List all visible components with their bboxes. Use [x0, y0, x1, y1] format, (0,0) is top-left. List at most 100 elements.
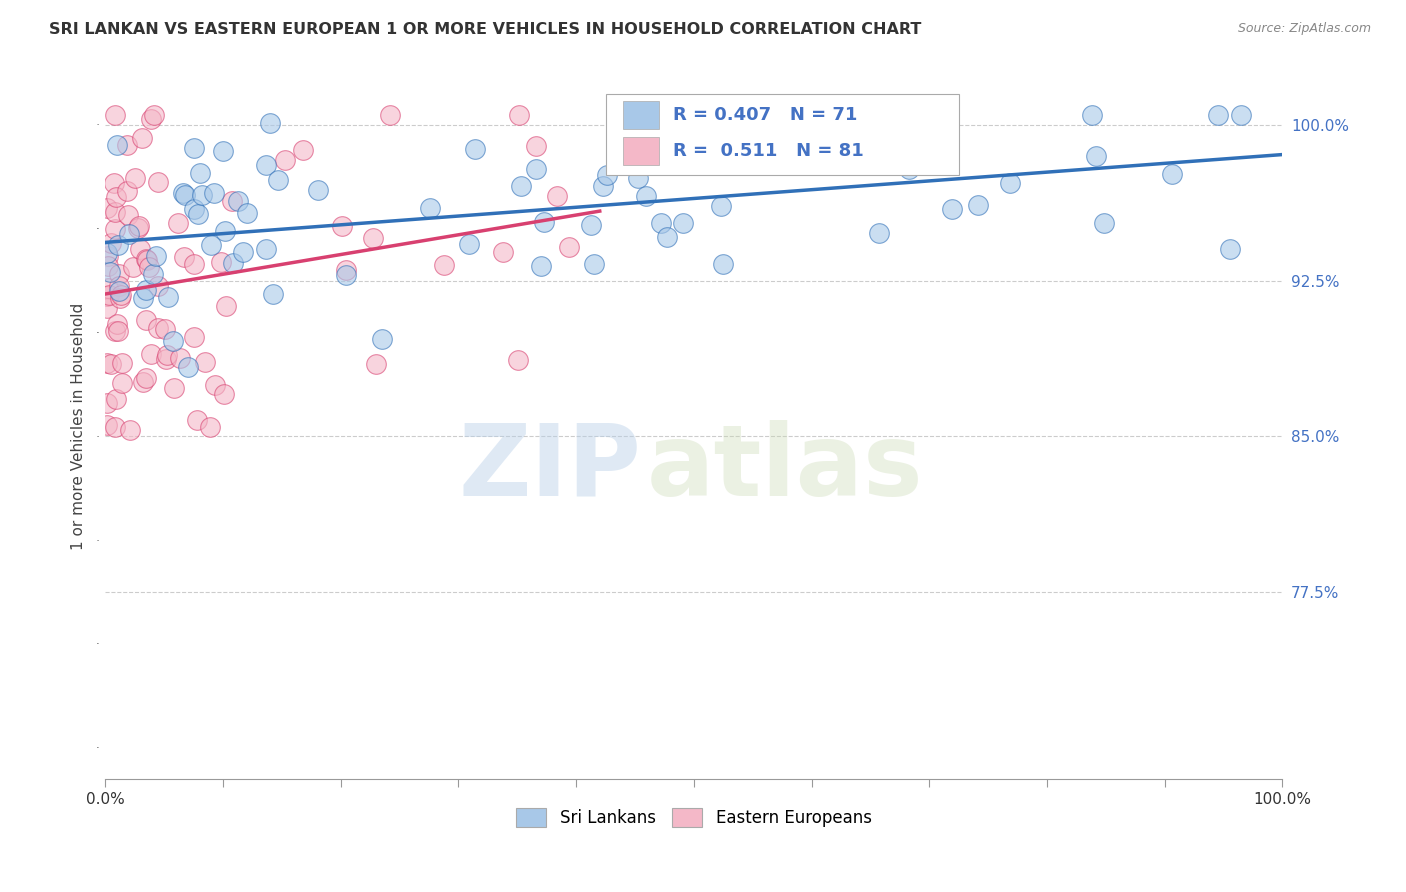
Point	[124, 170, 146, 185]
Point	[183, 330, 205, 344]
Point	[177, 360, 200, 375]
Point	[592, 179, 614, 194]
Text: ZIP: ZIP	[458, 420, 641, 516]
Point	[941, 202, 963, 217]
Point	[307, 183, 329, 197]
Point	[104, 420, 127, 434]
Point	[524, 161, 547, 176]
Point	[127, 221, 149, 235]
Point	[267, 173, 290, 187]
Point	[129, 243, 152, 257]
Point	[96, 289, 118, 303]
Point	[214, 387, 236, 401]
Point	[108, 267, 131, 281]
Point	[104, 392, 127, 406]
Point	[153, 322, 176, 336]
Text: R =  0.511   N = 81: R = 0.511 N = 81	[672, 142, 863, 160]
Point	[222, 256, 245, 270]
Point	[117, 208, 139, 222]
Point	[135, 252, 157, 267]
Point	[132, 376, 155, 390]
Point	[491, 245, 513, 260]
Point	[183, 140, 205, 154]
Point	[254, 158, 277, 172]
Point	[546, 188, 568, 202]
Point	[139, 112, 162, 126]
Point	[1080, 107, 1102, 121]
Point	[169, 351, 191, 366]
Point	[1219, 242, 1241, 256]
Point	[190, 165, 212, 179]
Point	[120, 423, 142, 437]
Point	[1092, 216, 1115, 230]
Point	[558, 239, 581, 253]
Point	[335, 268, 357, 282]
Point	[364, 357, 387, 371]
Point	[148, 321, 170, 335]
Point	[273, 153, 295, 168]
Point	[508, 107, 530, 121]
Point	[335, 262, 357, 277]
Point	[155, 351, 177, 366]
Point	[156, 348, 179, 362]
Point	[131, 131, 153, 145]
Point	[98, 265, 121, 279]
Point	[111, 376, 134, 391]
Point	[191, 188, 214, 202]
Point	[135, 313, 157, 327]
Point	[998, 176, 1021, 190]
Point	[792, 155, 814, 169]
Point	[533, 215, 555, 229]
Point	[139, 347, 162, 361]
Point	[108, 284, 131, 298]
Point	[107, 238, 129, 252]
Point	[135, 283, 157, 297]
Point	[254, 242, 277, 256]
Point	[236, 206, 259, 220]
Point	[596, 168, 619, 182]
Point	[464, 142, 486, 156]
Point	[111, 355, 134, 369]
Point	[96, 201, 118, 215]
Point	[433, 258, 456, 272]
Point	[162, 334, 184, 348]
Point	[105, 317, 128, 331]
Point	[212, 144, 235, 158]
Point	[104, 107, 127, 121]
Point	[110, 291, 132, 305]
Point	[361, 231, 384, 245]
Text: R = 0.407   N = 71: R = 0.407 N = 71	[672, 106, 858, 124]
Point	[100, 357, 122, 371]
Point	[509, 179, 531, 194]
Legend: Sri Lankans, Eastern Europeans: Sri Lankans, Eastern Europeans	[509, 802, 879, 834]
Point	[174, 188, 197, 202]
FancyBboxPatch shape	[606, 95, 959, 176]
Text: SRI LANKAN VS EASTERN EUROPEAN 1 OR MORE VEHICLES IN HOUSEHOLD CORRELATION CHART: SRI LANKAN VS EASTERN EUROPEAN 1 OR MORE…	[49, 22, 921, 37]
Point	[841, 152, 863, 166]
Point	[929, 127, 952, 141]
Point	[202, 186, 225, 200]
Point	[200, 419, 222, 434]
Point	[104, 324, 127, 338]
Point	[259, 115, 281, 129]
Point	[104, 190, 127, 204]
Y-axis label: 1 or more Vehicles in Household: 1 or more Vehicles in Household	[72, 302, 86, 549]
Point	[136, 252, 159, 267]
Point	[142, 107, 165, 121]
Point	[96, 246, 118, 260]
Point	[100, 236, 122, 251]
Point	[118, 227, 141, 241]
Point	[156, 290, 179, 304]
Point	[146, 278, 169, 293]
Point	[898, 161, 921, 176]
Point	[173, 250, 195, 264]
Point	[868, 226, 890, 240]
Point	[204, 378, 226, 392]
Point	[163, 381, 186, 395]
Point	[128, 219, 150, 234]
Point	[1084, 149, 1107, 163]
FancyBboxPatch shape	[623, 101, 658, 129]
Point	[103, 176, 125, 190]
Point	[146, 175, 169, 189]
Text: atlas: atlas	[647, 420, 924, 516]
